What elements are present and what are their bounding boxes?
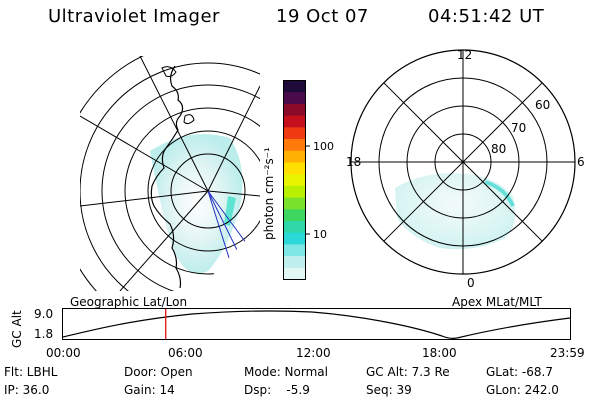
info-glat: GLat: -68.7 (486, 365, 553, 379)
colorbar-stripe (283, 150, 306, 163)
mlt-label-6: 6 (577, 155, 585, 169)
mlt-label-12: 12 (457, 48, 473, 62)
alt-ytick-min: 1.8 (34, 327, 54, 341)
colorbar-stripe (283, 197, 306, 210)
apex-polar-plot (350, 49, 576, 275)
info-filter: Flt: LBHL (4, 365, 58, 379)
info-gain: Gain: 14 (124, 383, 175, 397)
colorbar-stripe (283, 80, 306, 93)
info-mode: Mode: Normal (244, 365, 328, 379)
colorbar-stripe (283, 267, 306, 280)
colorbar-unit-label: photon cm⁻²s⁻¹ (262, 147, 276, 240)
info-seq: Seq: 39 (366, 383, 412, 397)
geo-caption: Geographic Lat/Lon (70, 295, 188, 309)
colorbar-stripe (283, 103, 306, 117)
observation-date: 19 Oct 07 (276, 6, 369, 27)
alt-xtick-2: 12:00 (296, 346, 331, 360)
instrument-title: Ultraviolet Imager (48, 6, 220, 27)
colorbar-stripe (283, 115, 306, 128)
colorbar-tick-100: 100 (313, 140, 334, 153)
colorbar-stripe (283, 162, 306, 175)
colorbar-stripe (283, 139, 306, 152)
info-gc-alt: GC Alt: 7.3 Re (366, 365, 450, 379)
info-dsp: Dsp: -5.9 (244, 383, 310, 397)
aurora-emission-apex (395, 173, 516, 250)
mlat-label-60: 60 (535, 98, 551, 112)
colorbar-stripe (283, 174, 306, 187)
info-ip: IP: 36.0 (4, 383, 50, 397)
alt-xtick-3: 18:00 (422, 346, 457, 360)
colorbar-stripe (283, 92, 306, 105)
colorbar-stripe (283, 209, 306, 222)
altitude-curve (62, 310, 571, 339)
mlat-label-80: 80 (491, 142, 507, 156)
mlat-label-70: 70 (511, 121, 527, 135)
info-glon: GLon: 242.0 (486, 383, 559, 397)
colorbar (283, 80, 310, 280)
colorbar-stripe (283, 185, 306, 199)
colorbar-tick-10: 10 (313, 228, 327, 241)
aurora-oval-arc (484, 180, 515, 207)
mlt-label-0: 0 (467, 276, 475, 290)
colorbar-stripe (283, 220, 306, 234)
colorbar-stripe (283, 127, 306, 140)
observation-time: 04:51:42 UT (428, 6, 545, 27)
alt-xtick-4: 23:59 (550, 346, 585, 360)
geographic-map (80, 56, 260, 291)
altitude-axis-label: GC Alt (10, 310, 24, 348)
altitude-plot (62, 308, 571, 340)
aurora-bright-spot (224, 196, 236, 226)
colorbar-stripe (283, 244, 306, 257)
mlt-label-18: 18 (346, 155, 362, 169)
alt-ytick-max: 9.0 (34, 307, 54, 321)
alt-xtick-1: 06:00 (168, 346, 203, 360)
apex-caption: Apex MLat/MLT (452, 295, 542, 309)
info-door: Door: Open (124, 365, 193, 379)
coastline (150, 65, 184, 289)
alt-xtick-0: 00:00 (46, 346, 81, 360)
colorbar-stripe (283, 232, 306, 245)
colorbar-stripe (283, 256, 306, 269)
